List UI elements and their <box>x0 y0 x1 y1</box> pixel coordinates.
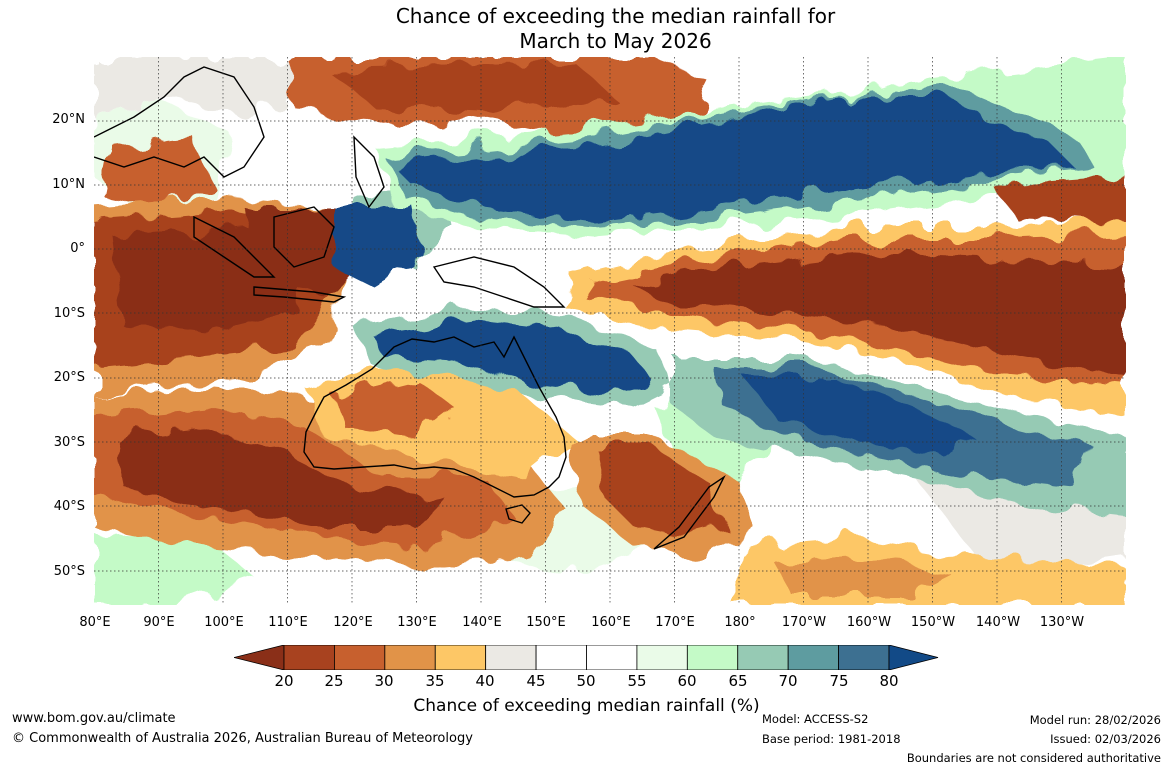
colorbar-segment <box>334 645 386 670</box>
colorbar-segment <box>586 645 638 670</box>
lat-label: 20°S <box>53 370 85 385</box>
colorbar-segment <box>686 645 739 670</box>
lat-label: 50°S <box>53 564 85 579</box>
colorbar-segment <box>535 645 587 670</box>
chart-title: Chance of exceeding the median rainfall … <box>0 4 1173 54</box>
lat-label: 30°S <box>53 435 85 450</box>
field-patch <box>114 427 444 527</box>
lat-label: 10°S <box>53 306 85 321</box>
coastlines <box>94 66 726 550</box>
colorbar-tick: 80 <box>879 672 899 690</box>
field-patch <box>774 557 954 597</box>
lon-label: 110°E <box>268 615 308 630</box>
colorbar-segment <box>434 645 487 670</box>
title-line-1: Chance of exceeding the median rainfall … <box>395 4 836 28</box>
colorbar-arrow-low <box>234 645 285 670</box>
philippines-coast <box>353 135 385 209</box>
lon-label: 170°W <box>781 615 827 630</box>
colorbar-segment <box>838 645 890 670</box>
asia-coast <box>94 66 265 178</box>
colorbar-tick: 45 <box>526 672 546 690</box>
lon-label: 100°E <box>204 615 244 630</box>
field-patch <box>104 137 214 207</box>
colorbar-label: Chance of exceeding median rainfall (%) <box>413 696 760 716</box>
lon-label: 80°E <box>79 615 111 630</box>
lat-label: 20°N <box>52 112 85 127</box>
colorbar-tick: 70 <box>778 672 798 690</box>
colorbar-tick: 75 <box>829 672 849 690</box>
lon-label: 90°E <box>143 615 175 630</box>
colorbar-segment <box>283 645 335 670</box>
colorbar-tick: 20 <box>274 672 294 690</box>
rainfall-map <box>94 57 1126 605</box>
colorbar-tick: 35 <box>425 672 445 690</box>
field-patch <box>744 377 974 457</box>
model-run-date: Model run: 28/02/2026 <box>1029 713 1161 727</box>
colorbar-segment <box>737 645 789 670</box>
lon-label: 160°W <box>846 615 892 630</box>
field-patch <box>594 447 724 537</box>
colorbar <box>234 645 939 670</box>
lat-label: 10°N <box>52 177 85 192</box>
model-name: Model: ACCESS-S2 <box>762 712 869 726</box>
lon-label: 120°E <box>333 615 373 630</box>
colorbar-tick: 50 <box>576 672 596 690</box>
copyright-notice: © Commonwealth of Australia 2026, Austra… <box>12 731 473 746</box>
lon-label: 130°E <box>397 615 437 630</box>
map-svg <box>94 57 1126 605</box>
new-guinea-coast <box>432 256 566 308</box>
colorbar-segment <box>384 645 436 670</box>
colorbar-tick: 25 <box>324 672 344 690</box>
title-line-2: March to May 2026 <box>519 29 712 53</box>
borneo-coast <box>273 206 335 268</box>
field-patch <box>114 227 304 337</box>
sumatra-coast <box>193 215 276 278</box>
base-period: Base period: 1981-2018 <box>762 732 901 746</box>
colorbar-arrow-high <box>888 645 939 670</box>
field-patch <box>94 57 314 117</box>
colorbar-tick: 65 <box>728 672 748 690</box>
colorbar-tick: 60 <box>677 672 697 690</box>
colorbar-segment <box>787 645 839 670</box>
field-patch <box>334 207 424 287</box>
colorbar-tick: 40 <box>475 672 495 690</box>
boundary-disclaimer: Boundaries are not considered authoritat… <box>906 751 1161 765</box>
field-patch <box>394 97 1074 222</box>
lon-label: 150°W <box>910 615 956 630</box>
colorbar-segment <box>636 645 688 670</box>
colorbar-segments <box>283 645 890 670</box>
lon-label: 170°E <box>655 615 695 630</box>
lon-label: 140°E <box>462 615 502 630</box>
new-zealand-coast <box>653 474 726 550</box>
field-patch <box>994 177 1126 222</box>
lon-label: 180° <box>724 615 756 630</box>
java-coast <box>253 286 347 303</box>
website-link[interactable]: www.bom.gov.au/climate <box>12 711 176 726</box>
lat-label: 40°S <box>53 499 85 514</box>
issued-date: Issued: 02/03/2026 <box>1050 732 1161 746</box>
colorbar-segment <box>485 645 537 670</box>
colorbar-tick: 55 <box>627 672 647 690</box>
graticule <box>94 57 1126 605</box>
lon-label: 140°W <box>975 615 1021 630</box>
lon-label: 130°W <box>1039 615 1085 630</box>
field-patch <box>324 62 614 112</box>
lon-label: 150°E <box>526 615 566 630</box>
lon-label: 160°E <box>591 615 631 630</box>
lat-label: 0° <box>70 241 85 256</box>
australia-coast <box>303 335 567 498</box>
colorbar-tick: 30 <box>374 672 394 690</box>
field-patch <box>634 252 1126 377</box>
field-patch <box>334 377 454 437</box>
